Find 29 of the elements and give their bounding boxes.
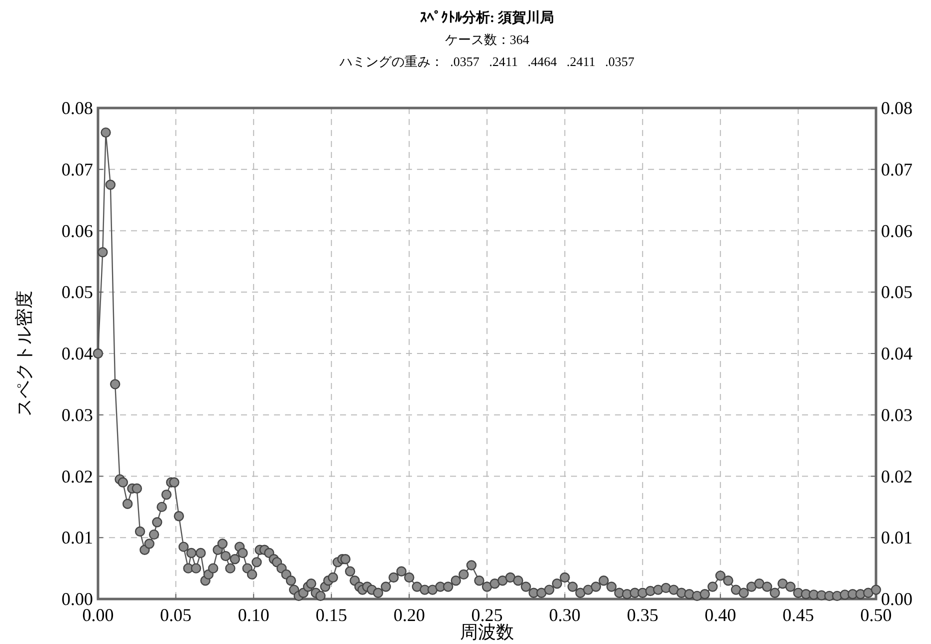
y-axis-title: スペクトル密度	[14, 290, 34, 416]
y-tick-label: 0.05	[62, 282, 93, 302]
y-tick-label: 0.08	[62, 98, 93, 118]
y2-tick-label: 0.06	[881, 220, 912, 241]
y-tick-label: 0.06	[62, 220, 93, 241]
x-tick-label: 0.20	[393, 605, 425, 625]
x-tick-label: 0.30	[549, 605, 581, 625]
x-tick-label: 0.15	[316, 605, 348, 625]
y2-tick-label: 0.01	[881, 528, 912, 548]
chart-title: ｽﾍﾟｸﾄﾙ分析: 須賀川局	[420, 9, 554, 26]
y2-tick-label: 0.08	[881, 98, 912, 118]
y-tick-label: 0.04	[62, 344, 93, 364]
x-axis-title: 周波数	[460, 622, 514, 642]
y2-tick-label: 0.03	[881, 404, 912, 425]
chart-subtitle: ケース数：364	[444, 32, 530, 47]
text: ハミングの重み： .0357 .2411 .4464 .2411 .0357	[338, 54, 635, 69]
y-tick-label: 0.07	[62, 159, 93, 180]
x-tick-label: 0.45	[782, 605, 814, 625]
x-tick-label: 0.40	[704, 605, 736, 625]
y-tick-label: 0.01	[62, 528, 93, 548]
y2-tick-label: 0.07	[881, 159, 912, 180]
x-tick-label: 0.35	[626, 605, 658, 625]
y-tick-label: 0.03	[62, 404, 93, 425]
y-tick-label: 0.02	[62, 466, 93, 486]
x-tick-label: 0.10	[238, 605, 270, 625]
y2-tick-label: 0.04	[881, 344, 912, 364]
x-tick-label: 0.05	[160, 605, 192, 625]
y2-tick-label: 0.02	[881, 466, 912, 486]
y2-tick-label: 0.05	[881, 282, 912, 302]
